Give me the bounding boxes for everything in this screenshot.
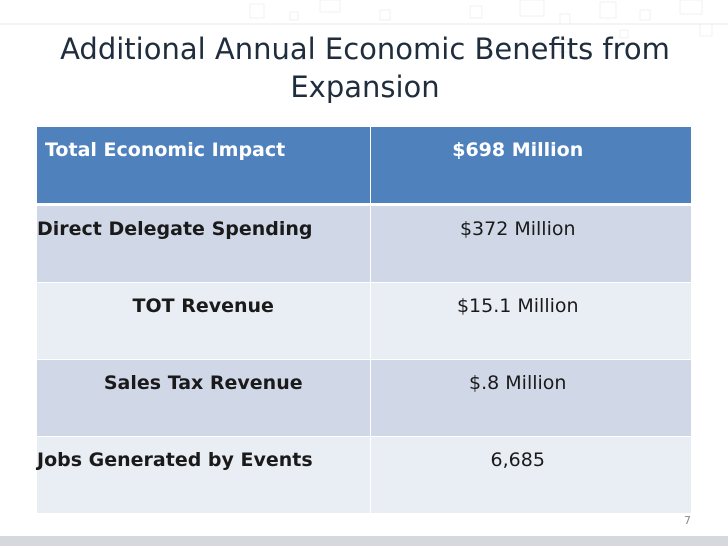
table-row: Direct Delegate Spending $372 Million (37, 204, 691, 283)
slide-title: Additional Annual Economic Benefits from… (60, 32, 670, 104)
table-row: Jobs Generated by Events 6,685 (37, 436, 691, 514)
table-cell-label: TOT Revenue (37, 282, 371, 360)
row-value-text: 6,685 (490, 449, 545, 471)
row-label-text: Sales Tax Revenue (103, 372, 303, 394)
row-label-text: Total Economic Impact (45, 139, 286, 161)
table-cell-label: Sales Tax Revenue (37, 359, 371, 437)
footer-bar (0, 536, 728, 546)
table-cell-value: $372 Million (370, 204, 691, 283)
table-cell-value: 6,685 (370, 436, 691, 514)
row-label-text: Direct Delegate Spending (37, 218, 313, 240)
table-cell-label: Jobs Generated by Events (37, 436, 371, 514)
table-cell-label: Total Economic Impact (37, 127, 371, 206)
table-cell-label: Direct Delegate Spending (37, 204, 371, 283)
table-cell-value: $698 Million (370, 127, 691, 206)
row-label-text: Jobs Generated by Events (37, 449, 313, 471)
table-row: Sales Tax Revenue $.8 Million (37, 359, 691, 437)
table-header-row: Total Economic Impact $698 Million (37, 127, 691, 206)
row-value-text: $698 Million (452, 139, 584, 161)
row-value-text: $.8 Million (469, 372, 567, 394)
background-pattern (0, 0, 728, 53)
economic-benefits-table: Total Economic Impact $698 Million Direc… (37, 127, 691, 514)
table-cell-value: $15.1 Million (370, 282, 691, 360)
row-value-text: $372 Million (459, 218, 576, 240)
table-row: TOT Revenue $15.1 Million (37, 282, 691, 360)
page-number: 7 (684, 514, 691, 527)
row-label-text: TOT Revenue (132, 295, 274, 317)
row-value-text: $15.1 Million (456, 295, 579, 317)
table-cell-value: $.8 Million (370, 359, 691, 437)
